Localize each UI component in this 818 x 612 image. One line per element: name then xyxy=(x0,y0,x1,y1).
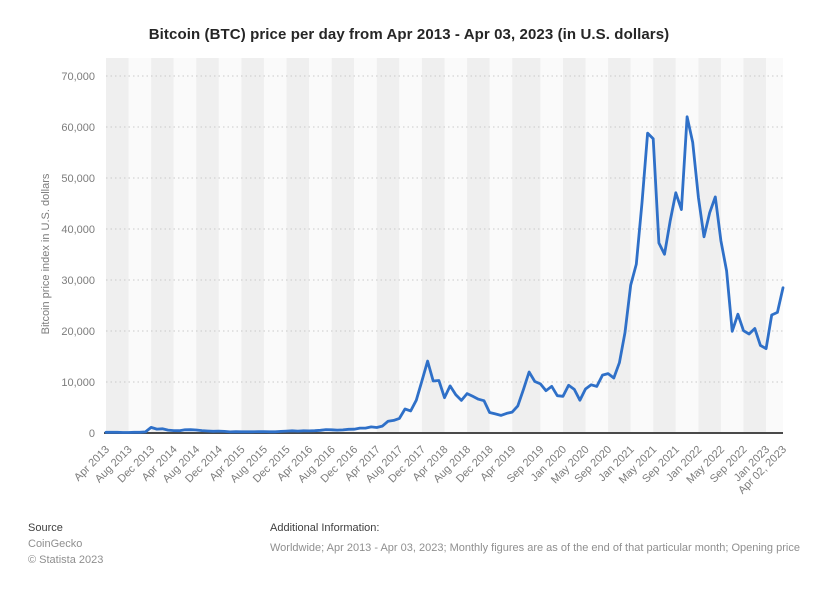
y-tick-label: 0 xyxy=(89,428,95,440)
background-stripe xyxy=(286,58,310,433)
additional-info-text: Worldwide; Apr 2013 - Apr 03, 2023; Mont… xyxy=(270,542,800,554)
background-stripe xyxy=(241,58,264,433)
price-line-chart: 0 10,000 20,000 30,000 40,000 50,000 60,000 70,… xyxy=(61,58,789,497)
chart-title: Bitcoin (BTC) price per day from Apr 201… xyxy=(148,26,670,43)
background-stripe xyxy=(309,58,332,433)
y-tick-label: 30,000 xyxy=(61,275,95,287)
background-stripe xyxy=(467,58,490,433)
background-stripe xyxy=(173,58,197,433)
background-stripe xyxy=(263,58,287,433)
background-stripe xyxy=(698,58,721,433)
y-tick-label: 40,000 xyxy=(61,224,95,236)
background-stripe xyxy=(331,58,355,433)
background-stripe xyxy=(630,58,654,433)
background-stripe xyxy=(376,58,400,433)
footer-source-section: Source CoinGecko © Statista 2023 xyxy=(28,522,103,570)
copyright-notice: © Statista 2023 xyxy=(28,554,104,566)
background-stripe xyxy=(489,58,513,433)
y-tick-label: 50,000 xyxy=(61,173,95,185)
y-tick-label: 60,000 xyxy=(61,122,95,134)
background-stripe xyxy=(354,58,377,433)
footer-additional-section: Additional Information: Worldwide; Apr 2… xyxy=(270,522,800,556)
background-stripe xyxy=(128,58,152,433)
background-stripe xyxy=(444,58,468,433)
background-stripe xyxy=(218,58,242,433)
background-stripe xyxy=(196,58,219,433)
source-name: CoinGecko xyxy=(28,538,83,550)
background-stripe xyxy=(720,58,744,433)
background-stripe xyxy=(562,58,586,433)
background-stripe xyxy=(653,58,676,433)
background-stripe xyxy=(743,58,767,433)
y-tick-label: 20,000 xyxy=(61,326,95,338)
background-stripe xyxy=(106,58,129,433)
background-stripe xyxy=(585,58,609,433)
price-line xyxy=(104,115,785,434)
background-stripe xyxy=(675,58,699,433)
background-stripe xyxy=(766,58,783,433)
background-stripe xyxy=(151,58,174,433)
source-label: Source xyxy=(28,522,63,534)
background-stripe xyxy=(540,58,563,433)
background-stripe xyxy=(399,58,422,433)
background-stripe xyxy=(512,58,541,433)
additional-info-label: Additional Information: xyxy=(270,522,380,534)
y-tick-label: 70,000 xyxy=(61,71,95,83)
background-stripe xyxy=(421,58,445,433)
y-tick-label: 10,000 xyxy=(61,377,95,389)
